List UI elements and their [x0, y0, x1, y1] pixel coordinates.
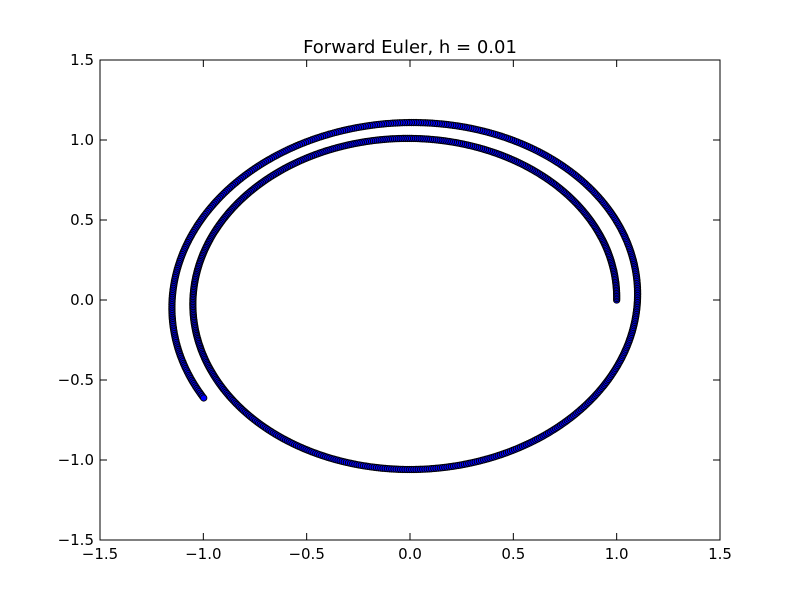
y-tick-label: 0.5 — [70, 211, 94, 229]
ticks: −1.5 −1.0 −0.5 0.0 0.5 1.0 1.5 1.5 1.0 0.5 0.0 −0.5… — [58, 51, 732, 563]
y-tick-label: 1.0 — [70, 131, 94, 149]
x-tick-label: −0.5 — [288, 545, 324, 563]
data-point — [200, 394, 208, 402]
y-tick-label: −1.5 — [58, 531, 94, 549]
y-tick-label: −1.0 — [58, 451, 94, 469]
x-tick-label: −1.5 — [82, 545, 118, 563]
y-tick-label: 1.5 — [70, 51, 94, 69]
x-tick-label: 0.5 — [501, 545, 525, 563]
y-tick-label: −0.5 — [58, 371, 94, 389]
x-tick-label: 0.0 — [398, 545, 422, 563]
y-tick-label: 0.0 — [70, 291, 94, 309]
markers — [168, 118, 642, 474]
x-tick-label: −1.0 — [185, 545, 221, 563]
x-tick-label: 1.5 — [708, 545, 732, 563]
x-tick-label: 1.0 — [605, 545, 629, 563]
chart-title: Forward Euler, h = 0.01 — [303, 37, 517, 58]
